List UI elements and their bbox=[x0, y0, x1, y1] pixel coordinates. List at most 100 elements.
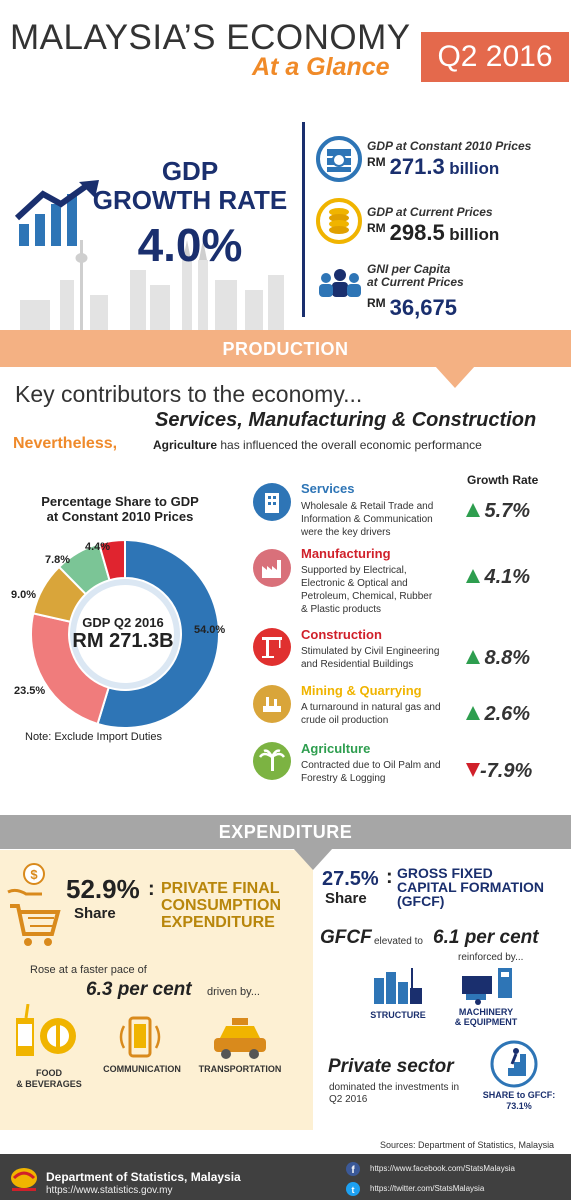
arrow-up-icon bbox=[466, 569, 480, 583]
page-title: MALAYSIA’S ECONOMY bbox=[10, 18, 411, 57]
sector-desc-line: Contracted due to Oil Palm and bbox=[301, 760, 441, 771]
kpi-label: GDP at Current Prices bbox=[367, 205, 493, 219]
facebook-link[interactable]: https://www.facebook.com/StatsMalaysia bbox=[370, 1164, 515, 1173]
money-stack-icon bbox=[316, 136, 362, 182]
footer-website-link[interactable]: https://www.statistics.gov.my bbox=[46, 1185, 173, 1196]
sector-title: Agriculture bbox=[301, 741, 371, 756]
arrow-up-icon bbox=[466, 650, 480, 664]
sector-services: Services Wholesale & Retail Trade and In… bbox=[301, 481, 456, 539]
category-food-beverages: FOOD & BEVERAGES bbox=[8, 1068, 90, 1090]
sector-desc-line: Petroleum, Chemical, Rubber bbox=[301, 591, 433, 602]
gdp-growth-value: 4.0% bbox=[137, 219, 243, 271]
arrow-up-icon bbox=[466, 706, 480, 720]
gfcf-title-line: GROSS FIXED bbox=[397, 865, 493, 881]
gfcf-growth-value: 6.1 per cent bbox=[433, 927, 539, 948]
banner-pointer bbox=[435, 366, 475, 388]
pie-center-value: RM 271.3B bbox=[72, 630, 174, 652]
donut-inner-ring bbox=[70, 579, 180, 689]
gfcf-elevated-text: elevated to bbox=[374, 936, 423, 947]
palm-tree-icon bbox=[253, 742, 291, 780]
banner-pointer bbox=[293, 848, 333, 870]
category-label-line: FOOD bbox=[36, 1068, 62, 1078]
growth-services: 5.7% bbox=[466, 500, 530, 523]
donut-slice-services bbox=[96, 538, 220, 729]
sector-desc-line: Supported by Electrical, bbox=[301, 565, 407, 576]
twitter-link[interactable]: https://twitter.com/StatsMalaysia bbox=[370, 1184, 485, 1193]
gfcf-colon: : bbox=[386, 866, 393, 888]
kpi-value: 298.5 bbox=[389, 220, 445, 245]
private-sector-desc: dominated the investments in Q2 2016 bbox=[329, 1082, 460, 1105]
gfcf-percent: 27.5% bbox=[322, 868, 379, 890]
sources-note: Sources: Department of Statistics, Malay… bbox=[380, 1140, 555, 1150]
private-sector-title: Private sector bbox=[328, 1056, 454, 1077]
production-banner bbox=[0, 330, 571, 367]
pfce-percent: 52.9% bbox=[66, 874, 140, 904]
sector-title: Mining & Quarrying bbox=[301, 683, 422, 698]
arrow-up-icon bbox=[466, 503, 480, 517]
sector-desc-line: Wholesale & Retail Trade and bbox=[301, 501, 434, 512]
growth-value: 8.8% bbox=[484, 647, 531, 669]
sector-manufacturing: Manufacturing Supported by Electrical, E… bbox=[301, 546, 456, 616]
climbing-person-icon bbox=[490, 1040, 538, 1088]
kpi-value: 271.3 bbox=[389, 154, 445, 179]
sector-desc-line: Forestry & Logging bbox=[301, 773, 386, 784]
pie-label-manufacturing: 23.5% bbox=[14, 685, 46, 697]
gfcf-title-line: (GFCF) bbox=[397, 893, 445, 909]
agriculture-note-text: has influenced the overall economic perf… bbox=[220, 438, 482, 452]
kpi-currency: RM bbox=[367, 221, 386, 235]
facebook-icon[interactable]: f bbox=[346, 1162, 360, 1176]
category-label-line: TRANSPORTATION bbox=[198, 1064, 282, 1074]
pfce-colon: : bbox=[148, 878, 155, 900]
arrow-down-icon bbox=[466, 763, 480, 777]
growth-agriculture: -7.9% bbox=[466, 760, 532, 783]
gdp-heading-line2: GROWTH RATE bbox=[92, 185, 288, 215]
gdp-heading-line1: GDP bbox=[161, 156, 219, 186]
pie-label-services: 54.0% bbox=[194, 624, 226, 636]
sector-desc-line: crude oil production bbox=[301, 715, 389, 726]
agriculture-note: Agriculture has influenced the overall e… bbox=[153, 438, 482, 452]
divider bbox=[302, 122, 305, 317]
city-skyline-illustration bbox=[20, 240, 284, 330]
growth-value: 2.6% bbox=[484, 703, 531, 725]
gfcf-share-label: Share bbox=[325, 890, 367, 907]
expenditure-label: EXPENDITURE bbox=[218, 822, 353, 842]
machinery-icon bbox=[462, 968, 512, 1005]
growth-rate-heading: Growth Rate bbox=[467, 473, 539, 487]
growth-manufacturing: 4.1% bbox=[466, 566, 530, 589]
sector-construction: Construction Stimulated by Civil Enginee… bbox=[301, 627, 461, 671]
share-to-gfcf: SHARE to GFCF: 73.1% bbox=[474, 1090, 564, 1112]
sector-desc-line: and Residential Buildings bbox=[301, 659, 414, 670]
gdp-growth-heading: GDP GROWTH RATE bbox=[80, 157, 300, 215]
share-to-gfcf-value: 73.1% bbox=[506, 1101, 532, 1111]
agriculture-word: Agriculture bbox=[153, 438, 218, 452]
pfce-share-label: Share bbox=[74, 905, 116, 922]
sector-title: Manufacturing bbox=[301, 546, 391, 561]
pfce-title-line: PRIVATE FINAL bbox=[161, 880, 280, 897]
growth-chart-icon bbox=[15, 180, 99, 246]
pie-label-agriculture: 7.8% bbox=[45, 554, 71, 566]
category-label-line: & BEVERAGES bbox=[16, 1079, 82, 1089]
pfce-title: PRIVATE FINAL CONSUMPTION EXPENDITURE bbox=[161, 880, 281, 931]
gfcf-title-line: CAPITAL FORMATION bbox=[397, 879, 544, 895]
asset-structure: STRUCTURE bbox=[364, 1010, 432, 1020]
sector-title: Services bbox=[301, 481, 355, 496]
shopping-cart-icon: $ bbox=[7, 863, 61, 946]
sector-desc-line: Information & Communication bbox=[301, 514, 433, 525]
category-label-line: COMMUNICATION bbox=[103, 1064, 181, 1074]
key-contributors-heading: Key contributors to the economy... bbox=[15, 381, 363, 407]
sector-agriculture: Agriculture Contracted due to Oil Palm a… bbox=[301, 741, 461, 785]
kpi-unit: billion bbox=[449, 159, 500, 178]
svg-text:$: $ bbox=[30, 867, 38, 882]
pie-label-construction: 4.4% bbox=[85, 541, 111, 553]
production-label: PRODUCTION bbox=[222, 339, 349, 359]
mining-icon bbox=[253, 685, 291, 723]
pie-title-line1: Percentage Share to GDP bbox=[41, 494, 199, 509]
coins-icon bbox=[316, 198, 362, 244]
pie-chart-title: Percentage Share to GDP at Constant 2010… bbox=[15, 494, 225, 524]
crane-icon bbox=[253, 628, 291, 666]
svg-text:f: f bbox=[351, 1165, 355, 1176]
gfcf-title: GROSS FIXED CAPITAL FORMATION (GFCF) bbox=[397, 866, 544, 908]
category-transportation: TRANSPORTATION bbox=[194, 1064, 286, 1075]
asset-label-line: & EQUIPMENT bbox=[454, 1017, 518, 1027]
twitter-icon[interactable]: t bbox=[346, 1182, 360, 1196]
